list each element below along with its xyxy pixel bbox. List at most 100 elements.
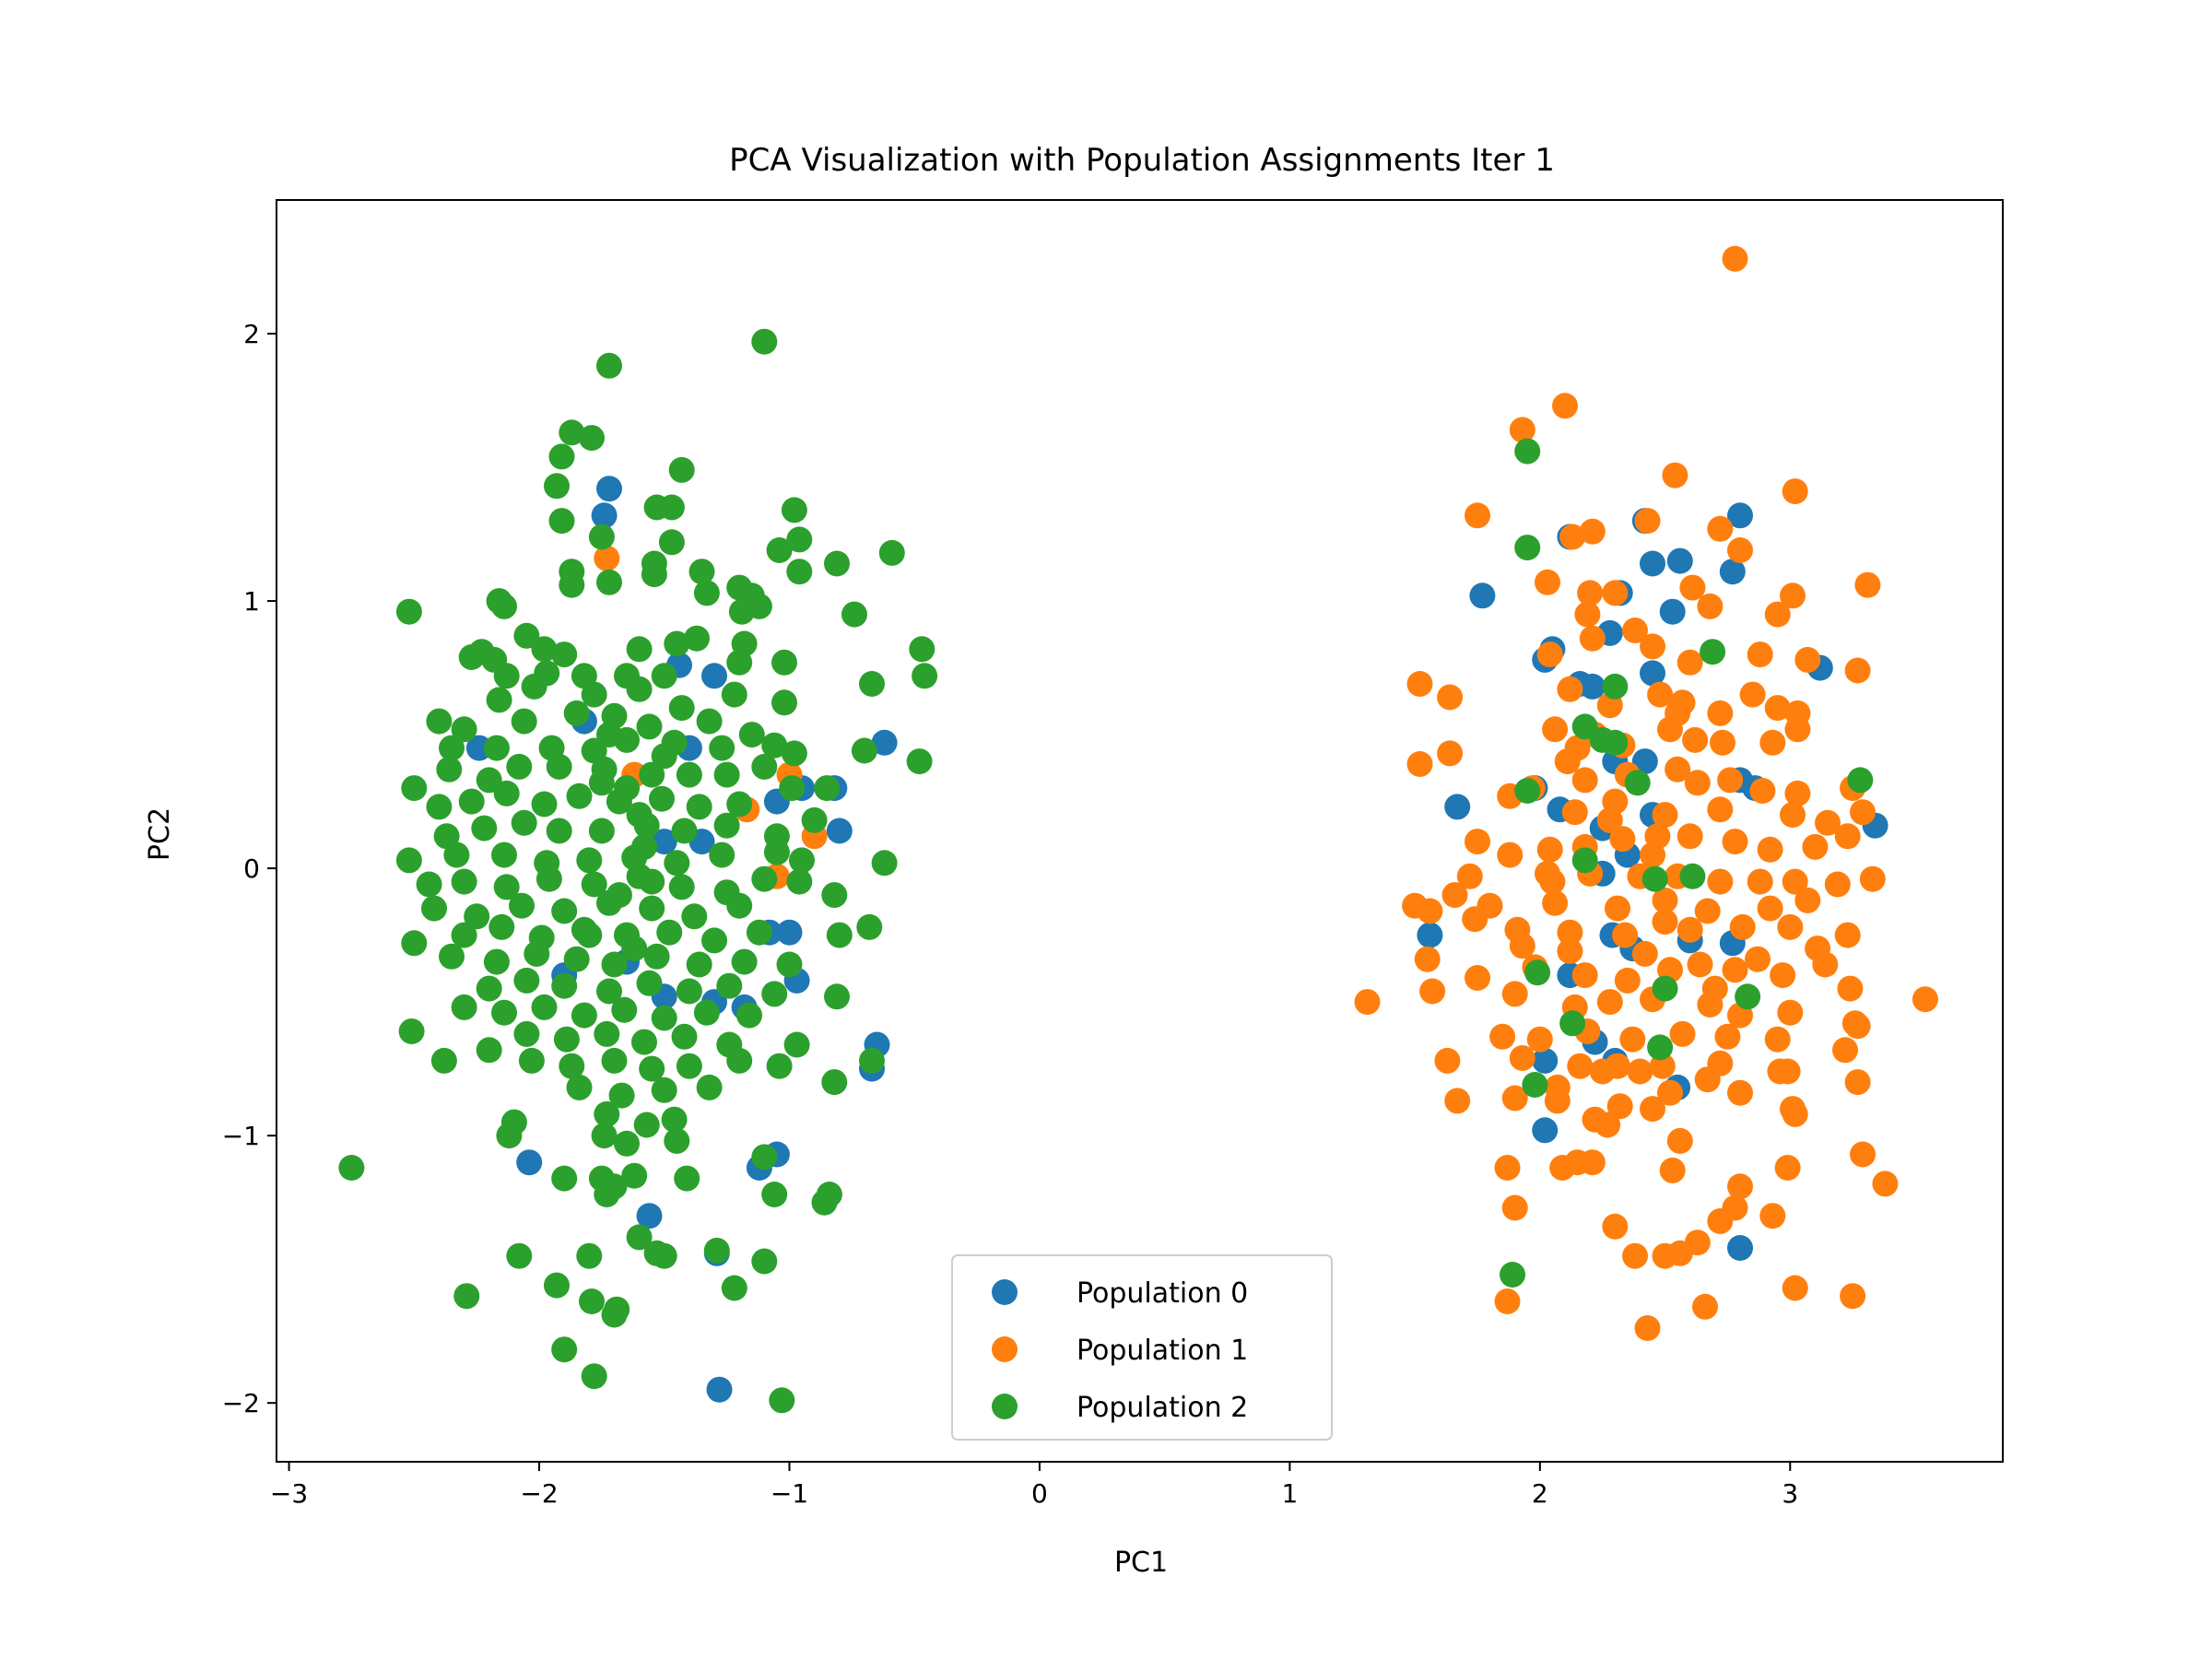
data-point [486,687,512,713]
data-point [824,983,850,1010]
x-tick-label: −3 [270,1478,308,1509]
data-point [1774,1058,1801,1085]
data-point [859,671,885,697]
data-point [1627,1058,1653,1085]
data-point [596,476,622,502]
data-point [1666,1240,1693,1266]
data-point [1462,906,1488,933]
data-point [496,1123,523,1149]
data-point [1441,882,1468,909]
data-point [761,981,788,1007]
data-point [1832,1037,1858,1064]
data-point [814,775,841,802]
data-point [1406,751,1433,777]
data-point [551,1165,578,1192]
data-point [856,913,883,940]
data-point [1494,1155,1521,1181]
data-point [658,529,685,556]
legend-marker-population-2 [992,1394,1018,1419]
data-point [1559,1010,1586,1037]
data-point [443,841,470,868]
data-point [1729,913,1756,940]
data-point [636,970,663,996]
data-point [1659,598,1686,625]
data-point [1647,1034,1674,1061]
data-point [1631,748,1658,775]
data-point [1764,601,1791,628]
data-point [1417,922,1443,948]
data-point [430,1047,457,1074]
data-point [766,537,793,563]
data-point [1571,767,1598,794]
y-tick-label: −2 [222,1388,260,1418]
data-point [1727,502,1753,529]
data-point [1522,1072,1548,1098]
data-point [1727,1235,1753,1261]
data-point [674,1165,700,1192]
data-point [664,1127,690,1154]
data-point [546,753,572,780]
data-point [1509,1045,1535,1071]
data-point [686,951,712,978]
data-point [1722,957,1748,983]
data-point [626,636,653,663]
data-point [559,571,585,598]
data-point [1567,1053,1594,1079]
data-point [746,593,772,619]
data-point [1634,508,1661,535]
data-point [1780,802,1806,829]
data-point [1697,593,1724,619]
data-point [726,791,753,818]
data-point [763,839,790,865]
data-point [626,802,653,829]
data-point [716,972,743,999]
x-tick-label: 0 [1031,1478,1048,1509]
data-point [771,649,797,676]
data-point [611,996,638,1023]
data-point [1596,989,1623,1016]
data-point [701,663,727,689]
data-point [639,1055,665,1082]
data-point [771,689,797,716]
data-point [1802,833,1829,860]
data-point [878,539,905,566]
data-point [1687,951,1713,978]
points-layer [338,245,1938,1414]
data-point [581,1363,607,1390]
data-point [1707,868,1734,895]
data-point [1782,1275,1808,1301]
x-axis: −3 −2 −1 0 1 2 3 [270,1462,1798,1509]
data-point [746,919,772,946]
data-point [559,1053,585,1079]
data-point [1577,580,1604,606]
data-point [1764,695,1791,722]
data-point [721,681,747,708]
data-point [1571,847,1598,874]
data-point [639,895,665,922]
data-point [551,898,578,924]
data-point [544,473,570,500]
data-point [751,328,778,355]
data-point [751,1144,778,1171]
data-point [709,735,735,761]
data-point [1501,981,1528,1007]
data-point [1677,649,1703,676]
data-point [1666,1127,1693,1154]
data-point [706,1376,733,1403]
data-point [1757,836,1783,863]
data-point [493,780,520,806]
data-point [471,815,498,841]
data-point [1692,1293,1718,1320]
data-point [1419,978,1446,1005]
data-point [1526,1026,1553,1053]
data-point [1640,633,1665,660]
data-point [721,1275,747,1301]
data-point [1780,582,1806,609]
data-point [1622,1242,1648,1269]
data-point [1574,601,1601,628]
data-point [1669,1020,1696,1047]
data-point [1694,1066,1721,1093]
data-point [338,1155,365,1181]
data-point [518,1047,545,1074]
